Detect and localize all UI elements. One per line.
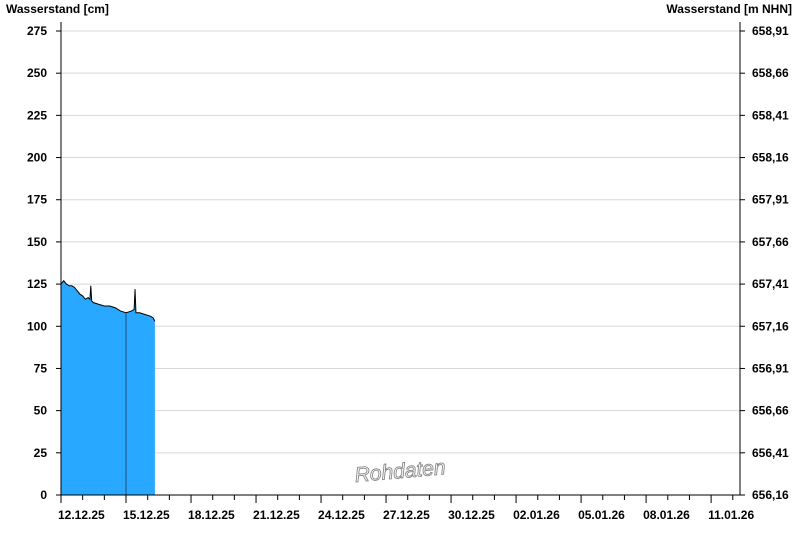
y-tick-label-right: 657,91 — [752, 193, 789, 207]
y-tick-label-right: 657,41 — [752, 277, 789, 291]
y-tick-label-right: 658,91 — [752, 24, 789, 38]
y-tick-label: 150 — [27, 235, 47, 249]
y-tick-label: 50 — [34, 404, 48, 418]
y-tick-label-right: 656,16 — [752, 488, 789, 502]
right-axis-title: Wasserstand [m NHN] — [666, 2, 792, 16]
x-tick-label: 05.01.26 — [578, 508, 625, 522]
y-tick-label: 100 — [27, 319, 47, 333]
y-tick-label: 125 — [27, 277, 47, 291]
x-tick-label: 15.12.25 — [123, 508, 170, 522]
y-tick-label-right: 656,41 — [752, 446, 789, 460]
y-tick-label-right: 657,66 — [752, 235, 789, 249]
y-tick-label-right: 658,41 — [752, 108, 789, 122]
y-tick-label: 75 — [34, 361, 48, 375]
watermark: Rohdaten — [354, 456, 447, 487]
y-tick-label: 200 — [27, 151, 47, 165]
left-axis-title: Wasserstand [cm] — [6, 2, 109, 16]
y-tick-label: 0 — [40, 488, 47, 502]
y-tick-label: 275 — [27, 24, 47, 38]
y-tick-label: 175 — [27, 193, 47, 207]
y-tick-label: 250 — [27, 66, 47, 80]
x-tick-label: 24.12.25 — [318, 508, 365, 522]
water-level-line — [60, 279, 156, 322]
x-tick-label: 21.12.25 — [253, 508, 300, 522]
y-tick-label-right: 656,91 — [752, 361, 789, 375]
x-tick-label: 27.12.25 — [383, 508, 430, 522]
y-tick-label-right: 658,16 — [752, 151, 789, 165]
x-tick-label: 11.01.26 — [708, 508, 754, 522]
x-tick-label: 02.01.26 — [513, 508, 560, 522]
y-tick-label: 225 — [27, 108, 47, 122]
x-tick-label: 08.01.26 — [643, 508, 690, 522]
y-tick-label-right: 657,16 — [752, 319, 789, 333]
y-tick-label-right: 656,66 — [752, 404, 789, 418]
y-tick-label: 25 — [34, 446, 48, 460]
y-tick-label-right: 658,66 — [752, 66, 789, 80]
x-tick-label: 18.12.25 — [188, 508, 235, 522]
x-tick-label: 12.12.25 — [58, 508, 105, 522]
x-tick-label: 30.12.25 — [448, 508, 495, 522]
water-level-area — [61, 280, 155, 495]
